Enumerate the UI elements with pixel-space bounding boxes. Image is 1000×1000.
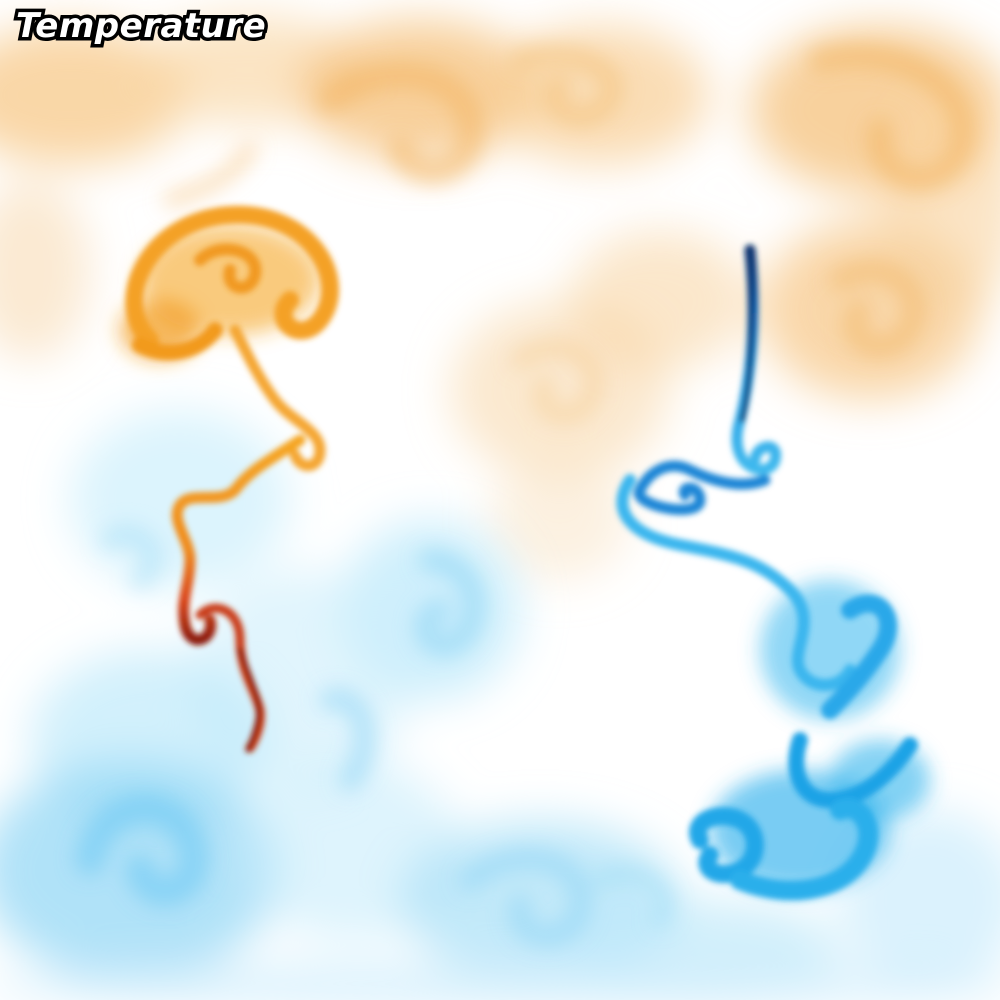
warm-eddies — [163, 43, 975, 425]
page-title: Temperature — [12, 3, 269, 50]
cold-plume-icon — [616, 244, 930, 901]
hot-plume-icon — [120, 205, 339, 753]
cool-eddies — [75, 524, 674, 947]
